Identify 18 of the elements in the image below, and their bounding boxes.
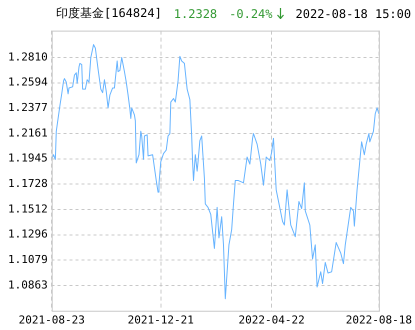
x-tick-label: 2022-04-22 [238, 313, 305, 326]
x-tick-label: 2021-12-21 [128, 313, 194, 326]
x-tick-label: 2022-08-18 [346, 313, 412, 326]
y-tick-label: 1.0863 [8, 278, 48, 292]
y-tick-label: 1.1079 [8, 253, 48, 266]
text: 1.2328 [174, 6, 218, 20]
x-tick-label: 2021-08-23 [18, 313, 85, 326]
text: -0.24% [229, 6, 273, 20]
y-tick-label: 1.1728 [8, 177, 48, 190]
y-tick-label: 1.2161 [8, 126, 48, 140]
chart-title: 印度基金[164824] [56, 5, 162, 22]
y-tick-label: 1.2594 [8, 76, 48, 89]
y-tick-label: 1.2810 [8, 50, 48, 64]
y-tick-label: 1.2377 [8, 101, 48, 114]
y-tick-label: 1.1945 [8, 152, 48, 165]
text: 2022-08-18 15:00 [296, 6, 412, 20]
y-tick-label: 1.1512 [8, 202, 48, 216]
y-tick-label: 1.1296 [8, 228, 48, 241]
